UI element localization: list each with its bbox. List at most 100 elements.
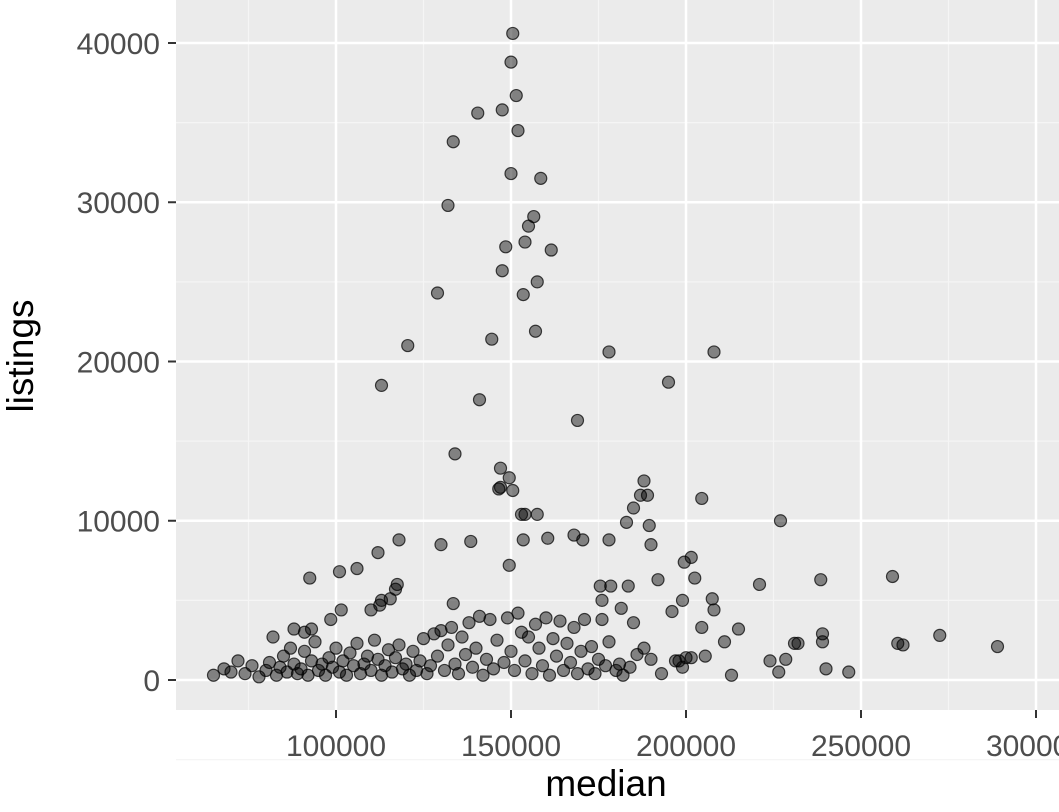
point (492, 482, 506, 496)
point (593, 579, 607, 593)
point (479, 652, 494, 666)
x-tick-label: 250000 (811, 730, 911, 763)
point (509, 88, 523, 103)
point (329, 641, 343, 655)
point (577, 612, 592, 627)
point (549, 649, 564, 663)
point (614, 601, 628, 615)
point (518, 654, 532, 668)
point (553, 614, 567, 628)
point (815, 635, 830, 649)
point (388, 651, 403, 665)
point (367, 633, 382, 647)
point (819, 662, 833, 676)
point (772, 665, 786, 679)
y-tick-label: 10000 (77, 506, 160, 539)
point (441, 198, 455, 213)
point (430, 649, 445, 663)
point (684, 550, 698, 564)
point (530, 507, 544, 521)
point (679, 651, 693, 665)
point (688, 571, 702, 585)
point (763, 654, 777, 668)
point (504, 166, 518, 181)
point (602, 345, 616, 359)
point (516, 533, 530, 547)
point (707, 603, 721, 617)
point (448, 447, 462, 461)
point (434, 538, 448, 552)
point (446, 596, 460, 611)
point (677, 555, 691, 569)
point (308, 635, 322, 649)
point (507, 663, 522, 678)
point (595, 593, 609, 607)
point (672, 654, 686, 668)
point (462, 616, 476, 630)
y-tick-label: 20000 (77, 346, 160, 379)
point (311, 663, 326, 678)
point (420, 667, 434, 681)
point (464, 534, 478, 549)
point (773, 514, 788, 528)
point (787, 636, 802, 650)
y-tick-label: 40000 (77, 28, 160, 61)
point (392, 638, 406, 652)
point (567, 620, 581, 635)
point (371, 545, 385, 560)
point (535, 659, 550, 673)
point (303, 571, 317, 585)
point (604, 579, 618, 593)
point (402, 668, 417, 682)
point (518, 235, 532, 249)
point (343, 646, 357, 660)
axes: 100000 150000 200000 250000 300000 0 10000 2000… (77, 28, 1059, 763)
point (525, 667, 539, 681)
point (602, 635, 616, 649)
point (576, 533, 590, 547)
point (885, 569, 900, 584)
point (521, 630, 536, 644)
point (504, 644, 518, 658)
point (521, 219, 536, 233)
point (675, 593, 690, 607)
point (516, 288, 530, 302)
point (506, 26, 520, 41)
point (332, 565, 347, 579)
point (486, 662, 501, 676)
point (633, 488, 648, 502)
point (695, 620, 709, 635)
point (493, 461, 508, 475)
point (514, 625, 529, 639)
x-tick-label: 200000 (636, 730, 736, 763)
point (472, 393, 487, 407)
point (476, 668, 490, 682)
point (665, 604, 679, 619)
point (502, 471, 516, 485)
point (502, 558, 516, 572)
point (626, 616, 641, 630)
point (602, 533, 616, 547)
point (495, 103, 509, 117)
point (619, 515, 634, 529)
point (455, 630, 469, 644)
point (637, 474, 651, 488)
point (528, 324, 543, 338)
point (724, 668, 739, 682)
point (511, 123, 525, 138)
point (534, 171, 548, 185)
points (206, 26, 1005, 684)
point (560, 636, 574, 650)
point (506, 483, 520, 498)
point (640, 488, 655, 502)
point (406, 644, 420, 658)
point (707, 345, 721, 359)
point (518, 507, 532, 521)
point (437, 663, 452, 678)
point (266, 630, 280, 644)
point (695, 491, 709, 506)
point (297, 644, 312, 658)
point (779, 652, 793, 666)
